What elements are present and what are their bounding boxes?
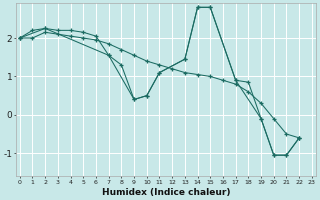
X-axis label: Humidex (Indice chaleur): Humidex (Indice chaleur) xyxy=(101,188,230,197)
